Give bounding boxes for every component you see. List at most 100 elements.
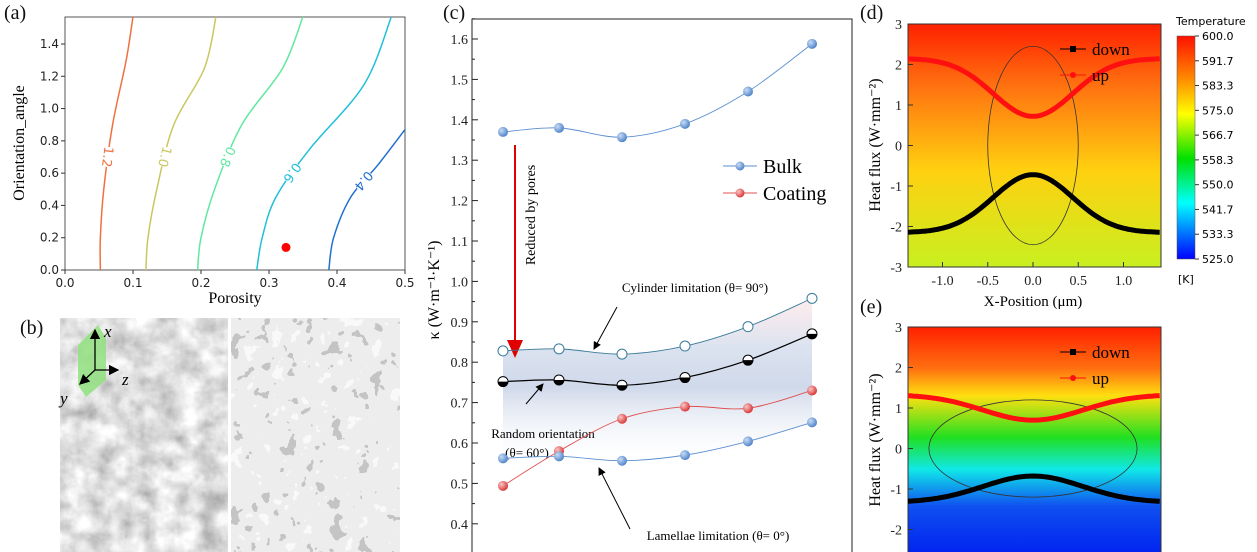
contour-label-bg	[351, 168, 377, 195]
series-down	[908, 172, 1160, 235]
data-point-half	[680, 377, 690, 383]
y-tick-label: 0	[895, 443, 902, 458]
y-tick-label: 1	[895, 402, 902, 417]
colorbar-tick-label: 525.0	[1202, 253, 1234, 266]
data-point	[554, 122, 564, 133]
reduced-arrow	[507, 145, 523, 358]
y-tick-label: 0.6	[451, 437, 469, 452]
data-point	[807, 417, 817, 428]
contour-plot-a: Porosity Orientation_angle 1.2 1.0 0.8 0.6 0…	[11, 16, 415, 307]
x-tick-label: 0.5	[1070, 274, 1088, 289]
y-tick-label: 1.3	[451, 154, 469, 169]
data-point-half	[743, 360, 753, 366]
series-up	[908, 56, 1160, 119]
data-point	[807, 385, 817, 396]
panel-label-e: (e)	[860, 296, 882, 318]
colorbar-title: Temperature	[1175, 15, 1246, 28]
y-axis-label: κ (W·m⁻¹·K⁻¹)	[426, 241, 443, 340]
y-tick-label: 1.2	[451, 195, 469, 210]
data-point	[807, 38, 817, 49]
data-point	[680, 450, 690, 461]
data-point	[498, 126, 508, 137]
selected-point-marker	[281, 242, 291, 252]
curves	[908, 393, 1160, 504]
data-point-half	[498, 381, 508, 387]
cylinder-annotation: Cylinder limitation (θ= 90°)	[622, 280, 768, 295]
contour-label-bg	[155, 145, 176, 169]
y-tick-label: 2	[895, 362, 902, 377]
y-tick-label: 1.6	[451, 33, 469, 48]
x-tick-label: -0.5	[977, 274, 999, 289]
colorbar-tick-label: 600.0	[1202, 30, 1234, 43]
data-point-half	[807, 333, 817, 339]
data-point	[498, 480, 508, 491]
plot-frame	[471, 18, 853, 552]
lamellae-arrow	[598, 467, 631, 530]
y-tick-label: 0.4	[451, 518, 469, 533]
legend-label-coating: Coating	[763, 183, 826, 205]
data-point	[554, 451, 564, 462]
data-point	[679, 340, 691, 352]
series-coating	[498, 385, 817, 491]
y-tick-label: 0.5	[451, 477, 469, 492]
y-tick-label: 0.2	[40, 231, 59, 245]
data-point-half	[554, 379, 564, 385]
y-tick-label: 1.4	[451, 114, 469, 129]
x-tick-label: -1.0	[931, 274, 953, 289]
colorbar-tick-label: 591.7	[1202, 55, 1234, 68]
panel-label-a: (a)	[4, 2, 26, 24]
y-tick-label: 1.1	[451, 235, 469, 250]
legend-marker-coating	[735, 188, 745, 198]
y-axis-label: Heat flux (W·mm⁻²)	[867, 373, 884, 506]
y-tick-label: 0.6	[40, 166, 59, 180]
colorbar-tick-label: 566.7	[1202, 129, 1234, 142]
x-axis-label: X-Position (μm)	[984, 294, 1082, 310]
contour-label-bg	[280, 160, 306, 186]
x-tick-label: 0.4	[327, 276, 346, 290]
legend-label-down: down	[1092, 40, 1130, 59]
y-tick-label: 0	[895, 140, 902, 155]
y-tick-label: 0.8	[40, 134, 59, 148]
random-arrow	[525, 383, 544, 405]
y-tick-label: 0.8	[451, 356, 469, 371]
kappa-chart-c: κ (W·m⁻¹·K⁻¹) Bulk Coating Reduced by po…	[426, 18, 853, 552]
y-tick-label: -2	[890, 221, 902, 236]
contour-label: 0.8	[216, 144, 238, 169]
colorbar: Temperature [K]	[1175, 15, 1246, 286]
series-random-orientation	[497, 328, 818, 391]
data-point	[742, 321, 754, 333]
data-point	[743, 403, 753, 414]
data-point	[616, 348, 628, 360]
y-axis-label: Orientation_angle	[11, 85, 28, 201]
data-point	[743, 436, 753, 447]
lamellae-annotation: Lamellae limitation (θ= 0°)	[647, 528, 790, 543]
colorbar-gradient	[1176, 35, 1196, 260]
data-point	[743, 86, 753, 97]
cylinder-arrow	[593, 306, 618, 350]
legend-label-up: up	[1092, 66, 1109, 85]
curves	[908, 45, 1160, 246]
y-tick-label: 2	[895, 59, 902, 74]
colorbar-unit: [K]	[1178, 273, 1194, 286]
x-tick-label: 0.1	[123, 276, 142, 290]
data-point	[553, 343, 565, 355]
colorbar-tick-label: 558.3	[1202, 154, 1234, 167]
contour-label: 1.2	[98, 146, 116, 169]
y-tick-label: 1.5	[451, 73, 469, 88]
data-point	[617, 455, 627, 466]
contour-label: 1.0	[154, 145, 174, 169]
y-tick-label: -3	[890, 261, 902, 276]
legend-marker-down	[1070, 349, 1076, 355]
axes-triad	[79, 328, 120, 385]
data-point	[806, 292, 818, 304]
colorbar-tick-label: 583.3	[1202, 80, 1234, 93]
sem-images: x z y	[58, 318, 400, 552]
panel-label-d: (d)	[860, 2, 883, 24]
axis-y-label: y	[58, 389, 68, 408]
legend-marker-up	[1070, 72, 1076, 78]
heatflux-chart-e: Heat flux (W·mm⁻²) down up -2 -1 0 1 2 3	[867, 321, 1162, 552]
plot-frame	[64, 16, 406, 271]
series-up	[908, 393, 1160, 423]
data-point	[680, 401, 690, 412]
series-cylinder-limitation	[497, 292, 818, 360]
